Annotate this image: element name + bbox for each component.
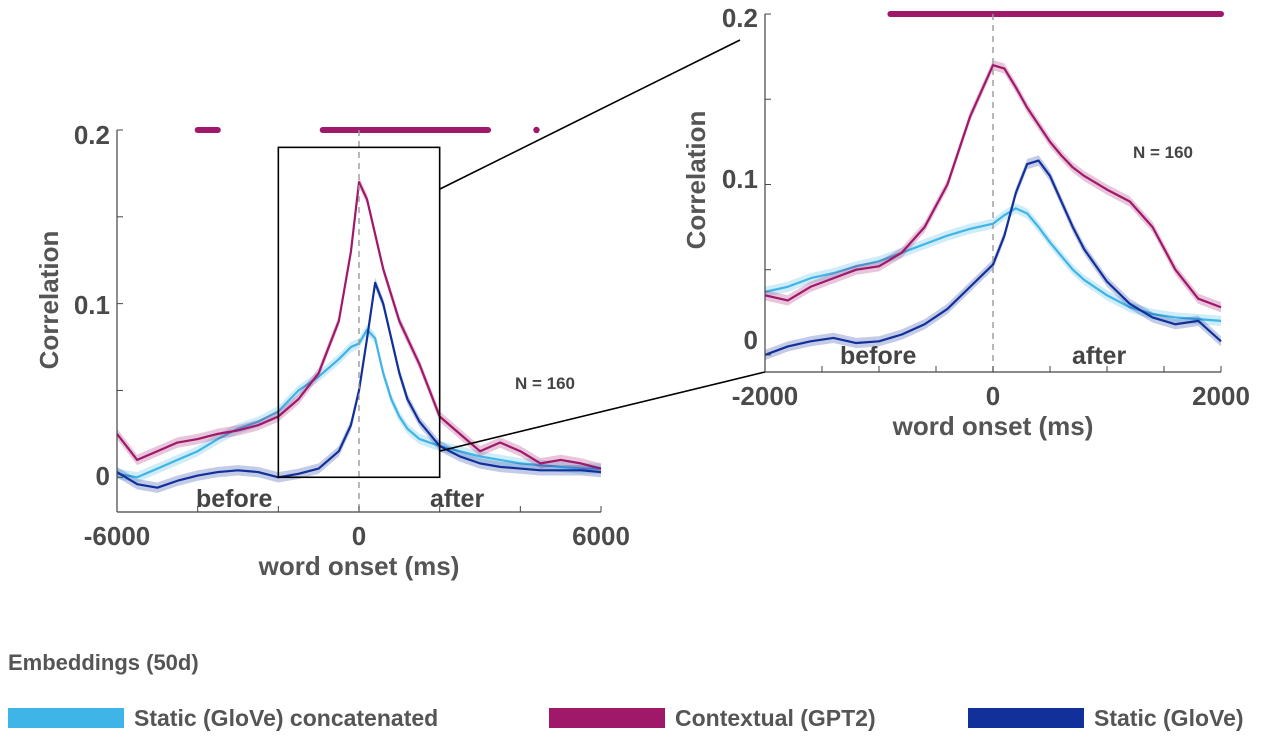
zoom-xaxis-title: word onset (ms) <box>892 411 1094 441</box>
zoom-xtick-label: -2000 <box>732 381 799 411</box>
zoom-ytick-label: 0 <box>744 325 758 355</box>
series-band <box>117 176 601 474</box>
series-line <box>116 180 602 470</box>
series-band <box>765 155 1221 361</box>
main-ytick-label: 0.2 <box>74 120 110 150</box>
zoom-xtick-label: 0 <box>986 381 1000 411</box>
legend-label: Contextual (GPT2) <box>675 704 876 731</box>
zoom-n-label: N = 160 <box>1133 143 1193 162</box>
main-yaxis-title: Correlation <box>34 231 64 370</box>
main-ytick-label: 0.1 <box>74 290 110 320</box>
series-line <box>764 64 1222 309</box>
main-panel: -6000 0 6000 0 0.1 0.2 word onset (ms) C… <box>34 120 630 581</box>
main-xtick-label: -6000 <box>84 521 151 551</box>
zoom-connector-bottom <box>439 371 766 452</box>
main-axes <box>116 129 602 513</box>
zoom-yaxis-title: Correlation <box>681 111 711 250</box>
legend-label: Static (GloVe) concatenated <box>134 704 439 731</box>
legend-item-static-concatenated: Static (GloVe) concatenated <box>8 705 438 731</box>
zoom-ytick-label: 0.1 <box>722 164 758 194</box>
legend-title: Embeddings (50d) <box>8 650 199 675</box>
main-xtick-label: 0 <box>352 521 366 551</box>
legend-item-static: Static (GloVe) <box>968 705 1244 731</box>
series-line <box>764 159 1222 356</box>
zoom-ytick-label: 0.2 <box>722 3 758 33</box>
legend-swatch <box>549 708 665 728</box>
series-band <box>765 60 1221 313</box>
zoom-box <box>277 146 441 479</box>
series-line <box>764 207 1222 322</box>
zoom-connector-top <box>439 39 741 190</box>
zoom-series-group <box>764 60 1222 361</box>
main-significance-marks <box>194 126 540 134</box>
main-xtick-label: 6000 <box>572 521 630 551</box>
zoom-xtick-label: 2000 <box>1192 381 1250 411</box>
zoom-before-label: before <box>840 342 917 370</box>
main-n-label: N = 160 <box>515 374 575 393</box>
zoom-panel: -2000 0 2000 0 0.1 0.2 word onset (ms) C… <box>681 3 1250 441</box>
main-series-group <box>116 176 602 493</box>
main-xaxis-title: word onset (ms) <box>258 551 460 581</box>
main-after-label: after <box>430 485 484 513</box>
main-ytick-label: 0 <box>96 461 110 491</box>
legend-item-contextual: Contextual (GPT2) <box>549 705 876 731</box>
zoom-after-label: after <box>1072 342 1126 370</box>
main-before-label: before <box>196 485 273 513</box>
legend-label: Static (GloVe) <box>1094 704 1244 731</box>
legend-swatch <box>8 708 124 728</box>
legend-swatch <box>968 708 1084 728</box>
series-line <box>116 281 602 489</box>
zoom-axes <box>764 13 1222 373</box>
significance-dot <box>533 126 540 134</box>
series-line <box>116 328 601 479</box>
